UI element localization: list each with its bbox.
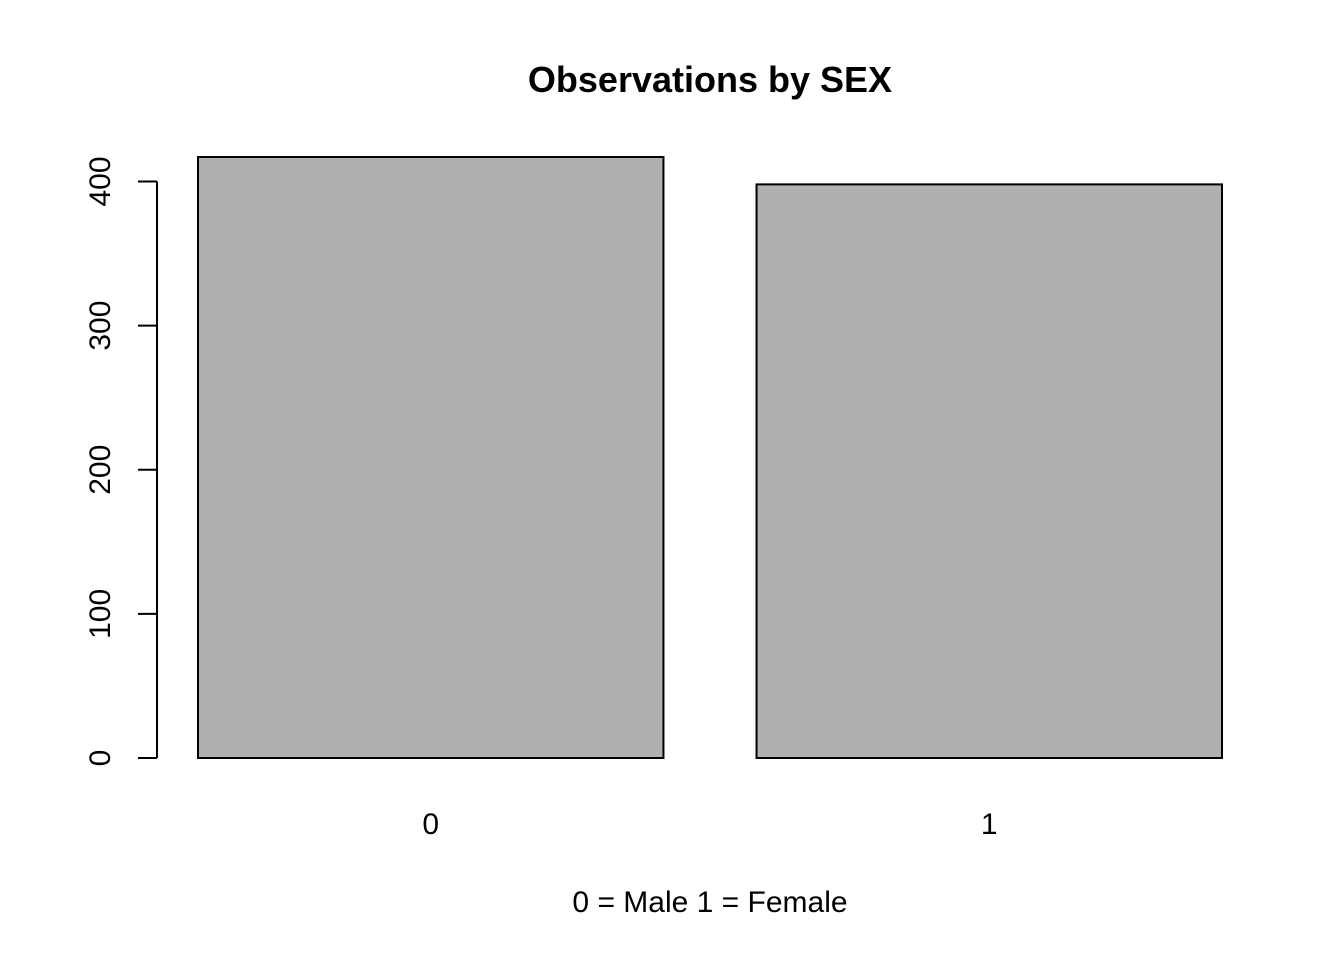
- y-tick-label: 200: [84, 445, 117, 495]
- y-axis: 0 100 200 300 400: [84, 156, 158, 767]
- x-tick-label: 1: [981, 808, 998, 841]
- x-axis-label: 0 = Male 1 = Female: [572, 886, 847, 919]
- y-tick-label: 100: [84, 589, 117, 639]
- bars: [197, 156, 1224, 760]
- bar-1: [755, 183, 1224, 760]
- y-tick-label: 300: [84, 301, 117, 351]
- y-tick-label: 400: [84, 156, 117, 206]
- x-tick-label: 0: [422, 808, 439, 841]
- chart-title: Observations by SEX: [528, 59, 892, 100]
- y-tick-label: 0: [84, 750, 117, 767]
- bar-0: [197, 156, 665, 759]
